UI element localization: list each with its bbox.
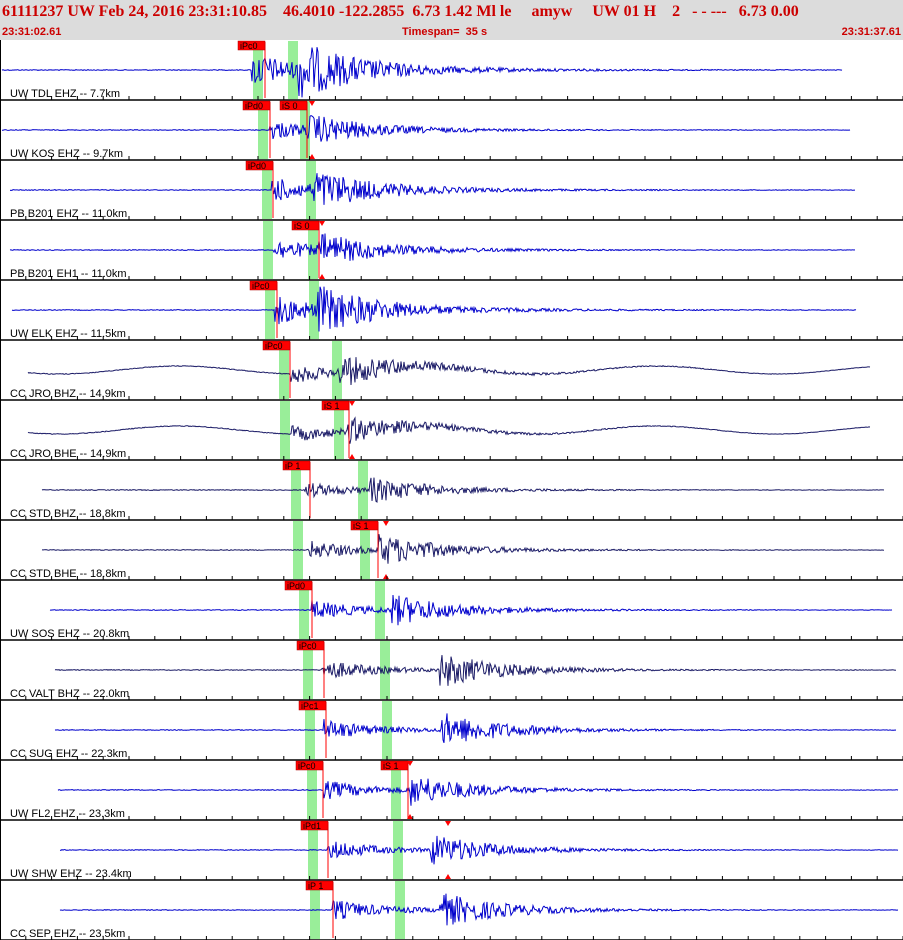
p-pick-label: iPc0 bbox=[298, 761, 316, 771]
s-pick-flag[interactable] bbox=[291, 220, 320, 231]
waveform bbox=[9, 233, 856, 261]
channel-label: UW KOS EHZ -- 9.7km bbox=[10, 148, 123, 160]
waveform bbox=[49, 594, 893, 626]
p-pick-flag[interactable] bbox=[242, 100, 271, 111]
p-pick-label: iP 1 bbox=[285, 461, 300, 471]
s-pick-label: iS 1 bbox=[353, 521, 369, 531]
pick-marker-top bbox=[407, 761, 413, 766]
s-window bbox=[288, 41, 298, 99]
s-pick-label: iS 1 bbox=[383, 761, 399, 771]
waveform bbox=[41, 534, 885, 564]
waveform bbox=[54, 655, 897, 686]
header-bar: 61111237 UW Feb 24, 2016 23:31:10.85 46.… bbox=[0, 0, 903, 40]
channel-label: CC JRO BHZ -- 14.9km bbox=[10, 388, 126, 400]
pick-marker-bottom bbox=[349, 454, 355, 459]
waveform bbox=[59, 893, 899, 926]
pick-marker-top bbox=[445, 821, 451, 826]
waveform bbox=[9, 173, 855, 205]
s-pick-flag[interactable] bbox=[279, 100, 308, 111]
s-window bbox=[393, 821, 403, 879]
channel-label: UW FL2 EHZ -- 23.3km bbox=[10, 808, 125, 820]
p-pick-label: iPc0 bbox=[299, 641, 317, 651]
channel-label: UW ELK EHZ -- 11.5km bbox=[10, 328, 126, 340]
pick-marker-top bbox=[309, 101, 315, 106]
pick-marker-bottom bbox=[383, 574, 389, 579]
p-pick-label: iP 1 bbox=[308, 881, 323, 891]
waveform bbox=[59, 835, 899, 865]
waveform bbox=[27, 416, 871, 444]
channel-label: PB B201 EH1 -- 11.0km bbox=[10, 268, 127, 280]
s-pick-flag[interactable] bbox=[350, 520, 379, 531]
s-pick-label: iS 0 bbox=[282, 101, 298, 111]
waveform bbox=[11, 286, 857, 332]
s-window bbox=[334, 401, 344, 459]
seismogram-panel[interactable]: iPc0 UW TDL EHZ -- 7.7km iPd0 iS 0 UW KOS EH… bbox=[0, 40, 903, 940]
pick-marker-top bbox=[319, 221, 325, 226]
timespan-label: Timespan= 35 s bbox=[402, 26, 488, 38]
pick-marker-bottom bbox=[407, 814, 413, 819]
p-window bbox=[280, 401, 290, 459]
p-pick-label: iPc0 bbox=[265, 341, 283, 351]
channel-label: CC SEP EHZ -- 23.5km bbox=[10, 928, 125, 940]
pick-marker-bottom bbox=[445, 874, 451, 879]
s-pick-label: iS 0 bbox=[294, 221, 310, 231]
p-pick-label: iPc0 bbox=[252, 281, 270, 291]
p-pick-label: iPd0 bbox=[248, 161, 266, 171]
p-pick-flag[interactable] bbox=[295, 760, 324, 771]
waveform bbox=[1, 115, 851, 142]
waveform bbox=[57, 778, 899, 806]
waveform bbox=[27, 357, 871, 386]
p-pick-flag[interactable] bbox=[284, 580, 313, 591]
channel-label: UW SHW EHZ -- 23.4km bbox=[10, 868, 132, 880]
channel-label: UW SOS EHZ -- 20.8km bbox=[10, 628, 129, 640]
p-pick-label: iPc1 bbox=[301, 701, 319, 711]
p-pick-label: iPd0 bbox=[287, 581, 305, 591]
p-pick-flag[interactable] bbox=[282, 460, 311, 471]
s-window bbox=[358, 461, 368, 519]
p-pick-label: iPd1 bbox=[303, 821, 321, 831]
pick-marker-top bbox=[349, 401, 355, 406]
s-window bbox=[382, 701, 392, 759]
pick-marker-bottom bbox=[319, 274, 325, 279]
p-pick-flag[interactable] bbox=[262, 340, 291, 351]
channel-label: CC VALT BHZ -- 22.0km bbox=[10, 688, 129, 700]
p-pick-flag[interactable] bbox=[300, 820, 329, 831]
p-pick-flag[interactable] bbox=[249, 280, 278, 291]
channel-label: UW TDL EHZ -- 7.7km bbox=[10, 88, 120, 100]
p-pick-flag[interactable] bbox=[298, 700, 327, 711]
waveform bbox=[41, 477, 885, 503]
channel-label: PB B201 EHZ -- 11.0km bbox=[10, 208, 127, 220]
pick-marker-bottom bbox=[309, 154, 315, 159]
p-pick-label: iPd0 bbox=[245, 101, 263, 111]
p-window bbox=[279, 341, 289, 399]
s-pick-flag[interactable] bbox=[380, 760, 409, 771]
channel-label: CC STD BHZ -- 18.8km bbox=[10, 508, 126, 520]
s-pick-flag[interactable] bbox=[321, 400, 350, 411]
waveform bbox=[54, 713, 897, 743]
p-pick-flag[interactable] bbox=[237, 40, 266, 51]
pick-marker-top bbox=[383, 521, 389, 526]
end-time: 23:31:37.61 bbox=[841, 26, 901, 38]
channel-label: CC JRO BHE -- 14.9km bbox=[10, 448, 126, 460]
start-time: 23:31:02.61 bbox=[2, 26, 62, 38]
waveform bbox=[1, 47, 843, 98]
p-pick-flag[interactable] bbox=[296, 640, 325, 651]
p-pick-label: iPc0 bbox=[240, 41, 258, 51]
p-pick-flag[interactable] bbox=[305, 880, 334, 891]
channel-label: CC SUG EHZ -- 22.3km bbox=[10, 748, 127, 760]
s-window bbox=[360, 521, 370, 579]
channel-label: CC STD BHE -- 18.8km bbox=[10, 568, 126, 580]
event-title: 61111237 UW Feb 24, 2016 23:31:10.85 46.… bbox=[2, 3, 799, 20]
s-pick-label: iS 1 bbox=[324, 401, 340, 411]
s-window bbox=[332, 341, 342, 399]
p-pick-flag[interactable] bbox=[245, 160, 274, 171]
